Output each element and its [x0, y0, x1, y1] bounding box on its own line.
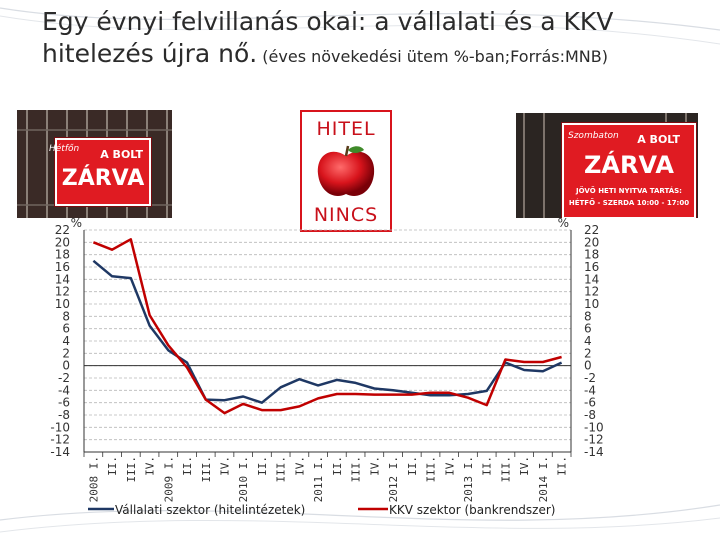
y-tick-label-right: 6	[584, 322, 592, 336]
x-tick-label: III.	[499, 456, 512, 483]
series-line-1	[92, 259, 563, 404]
right-photo: Szombaton A BOLT ZÁRVA JÖVŐ HETI NYITVA …	[516, 113, 698, 218]
title-text: Egy évnyi felvillanás okai: a vállalati …	[42, 7, 614, 68]
closed-sign-left: Hétfőn A BOLT ZÁRVA	[49, 138, 151, 206]
y-unit-left: %	[71, 216, 82, 230]
y-tick-label-left: 2	[62, 346, 70, 360]
y-tick-label-left: 12	[55, 285, 70, 299]
y-tick-label-left: 8	[62, 309, 70, 323]
y-tick-label-right: 18	[584, 248, 599, 262]
x-tick-label: 2012 I.	[387, 456, 400, 502]
x-tick-label: IV.	[144, 456, 157, 476]
y-tick-label-left: 0	[62, 359, 70, 373]
y-tick-label-right: -14	[584, 445, 604, 459]
y-tick-label-right: -4	[584, 383, 596, 397]
y-tick-label-left: 14	[55, 272, 70, 286]
legend-label-2: KKV szektor (bankrendszer)	[389, 503, 555, 517]
left-photo: Hétfőn A BOLT ZÁRVA	[17, 110, 172, 218]
y-tick-label-right: -6	[584, 396, 596, 410]
sign-text-1-right: A BOLT	[637, 133, 680, 146]
y-tick-label-left: -8	[58, 408, 70, 422]
x-tick-label: IV.	[368, 456, 381, 476]
series-line-2	[92, 238, 562, 415]
x-tick-label: III.	[275, 456, 288, 483]
y-tick-label-left: 20	[55, 235, 70, 249]
x-tick-label: III.	[425, 456, 438, 483]
y-tick-label-right: 8	[584, 309, 592, 323]
y-tick-label-left: 22	[55, 223, 70, 237]
title-subtitle: (éves növekedési ütem %-ban;Forrás:MNB)	[262, 47, 608, 66]
y-tick-label-left: 18	[55, 248, 70, 262]
x-tick-label: 2013 I.	[462, 456, 475, 502]
y-tick-label-right: -10	[584, 420, 604, 434]
x-tick-label: IV.	[293, 456, 306, 476]
y-tick-label-left: -6	[58, 396, 70, 410]
y-tick-label-right: -8	[584, 408, 596, 422]
y-tick-label-right: -12	[584, 433, 604, 447]
slide-title: Egy évnyi felvillanás okai: a vállalati …	[42, 6, 712, 70]
y-tick-label-right: 20	[584, 235, 599, 249]
y-tick-label-left: -4	[58, 383, 70, 397]
y-tick-label-left: 10	[55, 297, 70, 311]
hitel-label: HITEL	[316, 118, 376, 140]
sign-text-2: ZÁRVA	[61, 166, 145, 191]
hitel-nincs-image: HITEL NINCS	[300, 110, 392, 232]
sign-line-1-right: JÖVŐ HETI NYITVA TARTÁS:	[576, 187, 682, 195]
y-tick-label-left: 6	[62, 322, 70, 336]
x-tick-label: III.	[200, 456, 213, 483]
y-tick-label-left: -10	[50, 420, 70, 434]
legend-label-1: Vállalati szektor (hitelintézetek)	[115, 503, 305, 517]
y-tick-label-right: 14	[584, 272, 599, 286]
x-tick-label: 2008 I.	[87, 456, 100, 502]
x-tick-label: II.	[331, 456, 344, 476]
x-tick-label: 2009 I.	[162, 456, 175, 502]
closed-sign-right: Szombaton A BOLT ZÁRVA JÖVŐ HETI NYITVA …	[562, 123, 696, 218]
y-tick-label-left: -12	[50, 433, 70, 447]
y-tick-label-right: -2	[584, 371, 596, 385]
x-tick-label: III.	[350, 456, 363, 483]
y-tick-label-left: -14	[50, 445, 70, 459]
x-tick-label: II.	[181, 456, 194, 476]
sign-script: Hétfőn	[49, 144, 80, 154]
sign-text-1: A BOLT	[100, 148, 143, 161]
y-tick-label-right: 0	[584, 359, 592, 373]
y-tick-label-right: 16	[584, 260, 599, 274]
y-unit-right: %	[558, 216, 569, 230]
x-tick-label: IV.	[518, 456, 531, 476]
x-tick-label: II.	[106, 456, 119, 476]
y-tick-label-right: 10	[584, 297, 599, 311]
y-tick-label-right: 22	[584, 223, 599, 237]
x-tick-label: 2014 I.	[537, 456, 550, 502]
x-tick-label: II.	[406, 456, 419, 476]
apple-icon	[317, 145, 375, 196]
y-tick-label-right: 2	[584, 346, 592, 360]
x-tick-label: II.	[256, 456, 269, 476]
x-tick-label: IV.	[443, 456, 456, 476]
sign-script-right: Szombaton	[568, 131, 619, 141]
x-tick-label: 2011 I.	[312, 456, 325, 502]
x-tick-label: IV.	[218, 456, 231, 476]
x-tick-label: II.	[556, 456, 569, 476]
sign-text-2-right: ZÁRVA	[584, 151, 674, 179]
x-tick-label: II.	[481, 456, 494, 476]
x-tick-label: 2010 I.	[237, 456, 250, 502]
y-tick-label-right: 4	[584, 334, 592, 348]
x-tick-label: III.	[125, 456, 138, 483]
y-tick-label-left: 4	[62, 334, 70, 348]
sign-line-2-right: HÉTFŐ - SZERDA 10:00 - 17:00	[568, 199, 690, 207]
nincs-label: NINCS	[313, 204, 379, 226]
y-tick-label-left: 16	[55, 260, 70, 274]
y-tick-label-left: -2	[58, 371, 70, 385]
y-tick-label-right: 12	[584, 285, 599, 299]
